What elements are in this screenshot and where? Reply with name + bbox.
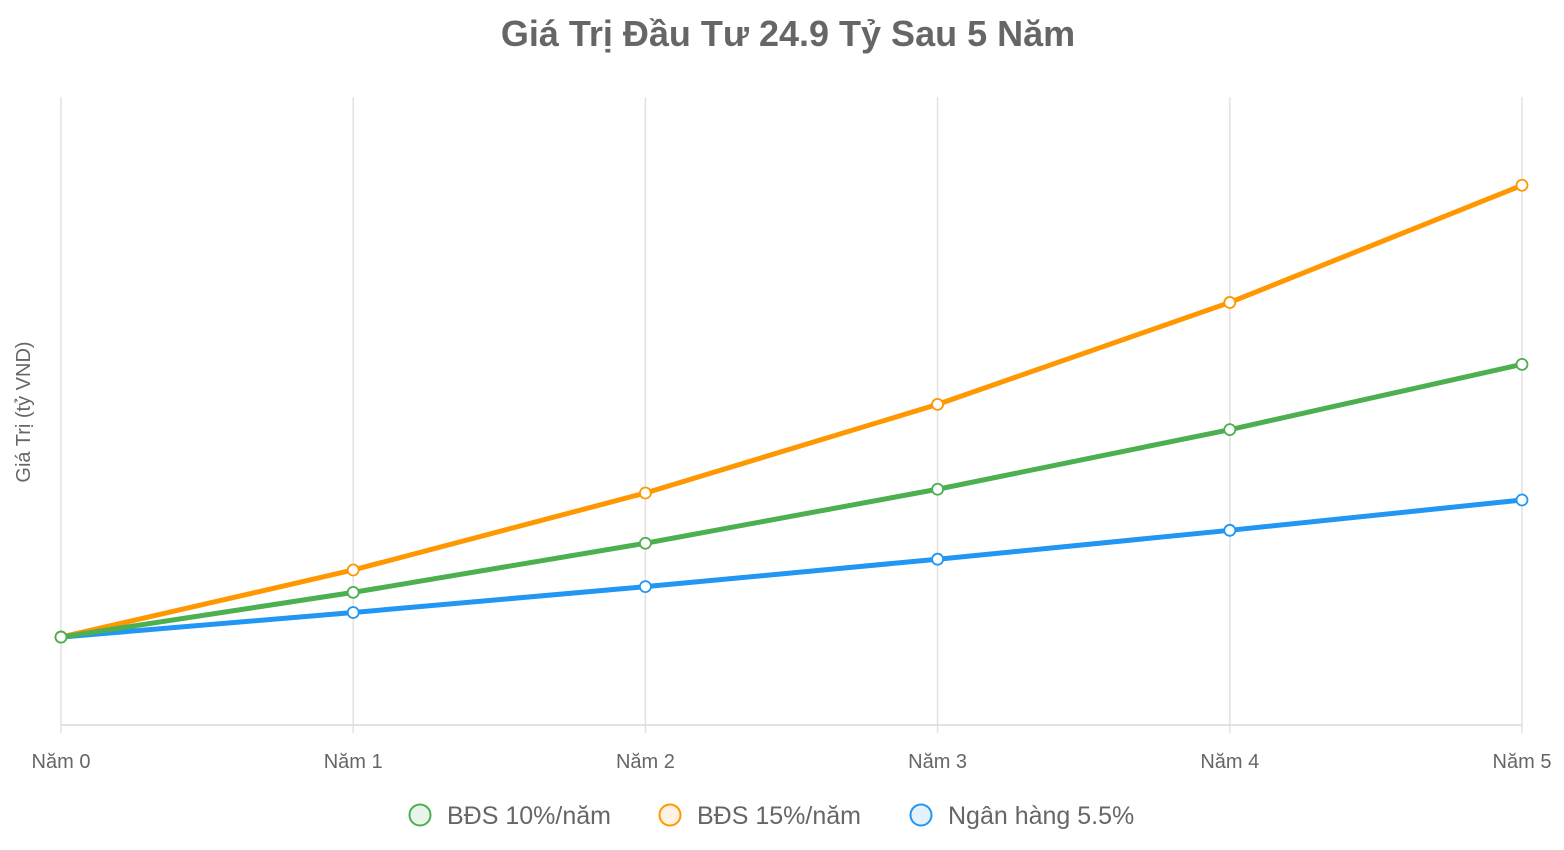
data-point[interactable] — [346, 586, 360, 599]
x-axis: Năm 0 Năm 1 Năm 2 Năm 3 Năm 4 Năm 5 — [32, 724, 1552, 773]
data-point[interactable] — [346, 606, 360, 619]
data-point[interactable] — [1515, 178, 1529, 192]
chart-title: Giá Trị Đầu Tư 24.9 Tỷ Sau 5 Năm — [501, 13, 1075, 54]
x-tick-label: Năm 4 — [1200, 751, 1259, 773]
data-point[interactable] — [1515, 357, 1529, 371]
series-2 — [54, 493, 1529, 644]
legend-label: BĐS 15%/năm — [697, 802, 861, 830]
series-line — [58, 361, 1525, 640]
legend-marker — [408, 803, 432, 827]
series-line — [58, 182, 1525, 640]
series-line — [58, 497, 1525, 640]
x-tick-label: Năm 1 — [324, 751, 383, 773]
data-point[interactable] — [1223, 296, 1237, 309]
legend-item[interactable]: BĐS 15%/năm — [658, 802, 861, 830]
data-point[interactable] — [54, 630, 68, 644]
legend-item[interactable]: Ngân hàng 5.5% — [909, 802, 1135, 830]
data-point[interactable] — [931, 482, 944, 496]
legend-item[interactable]: BĐS 10%/năm — [408, 802, 611, 830]
legend-marker — [658, 803, 682, 827]
x-tick-label: Năm 3 — [908, 751, 967, 773]
data-point[interactable] — [639, 486, 652, 500]
grid — [60, 97, 1523, 733]
data-point[interactable] — [1223, 523, 1237, 537]
data-point[interactable] — [639, 580, 652, 594]
data-point[interactable] — [1515, 493, 1529, 507]
y-axis-label: Giá Trị (tỷ VND) — [13, 341, 35, 482]
series-group — [54, 178, 1529, 644]
legend-label: Ngân hàng 5.5% — [948, 802, 1134, 830]
legend: BĐS 10%/năm BĐS 15%/năm Ngân hàng 5.5% — [408, 802, 1135, 830]
legend-label: BĐS 10%/năm — [447, 802, 611, 830]
data-point[interactable] — [1223, 423, 1237, 437]
data-point[interactable] — [346, 563, 360, 577]
data-point[interactable] — [639, 536, 652, 550]
data-point[interactable] — [931, 552, 944, 566]
legend-marker — [909, 803, 933, 827]
series-0 — [54, 357, 1529, 644]
x-tick-label: Năm 2 — [616, 751, 675, 773]
x-tick-label: Năm 0 — [32, 751, 91, 773]
data-point[interactable] — [931, 397, 944, 411]
x-tick-label: Năm 5 — [1493, 751, 1552, 773]
